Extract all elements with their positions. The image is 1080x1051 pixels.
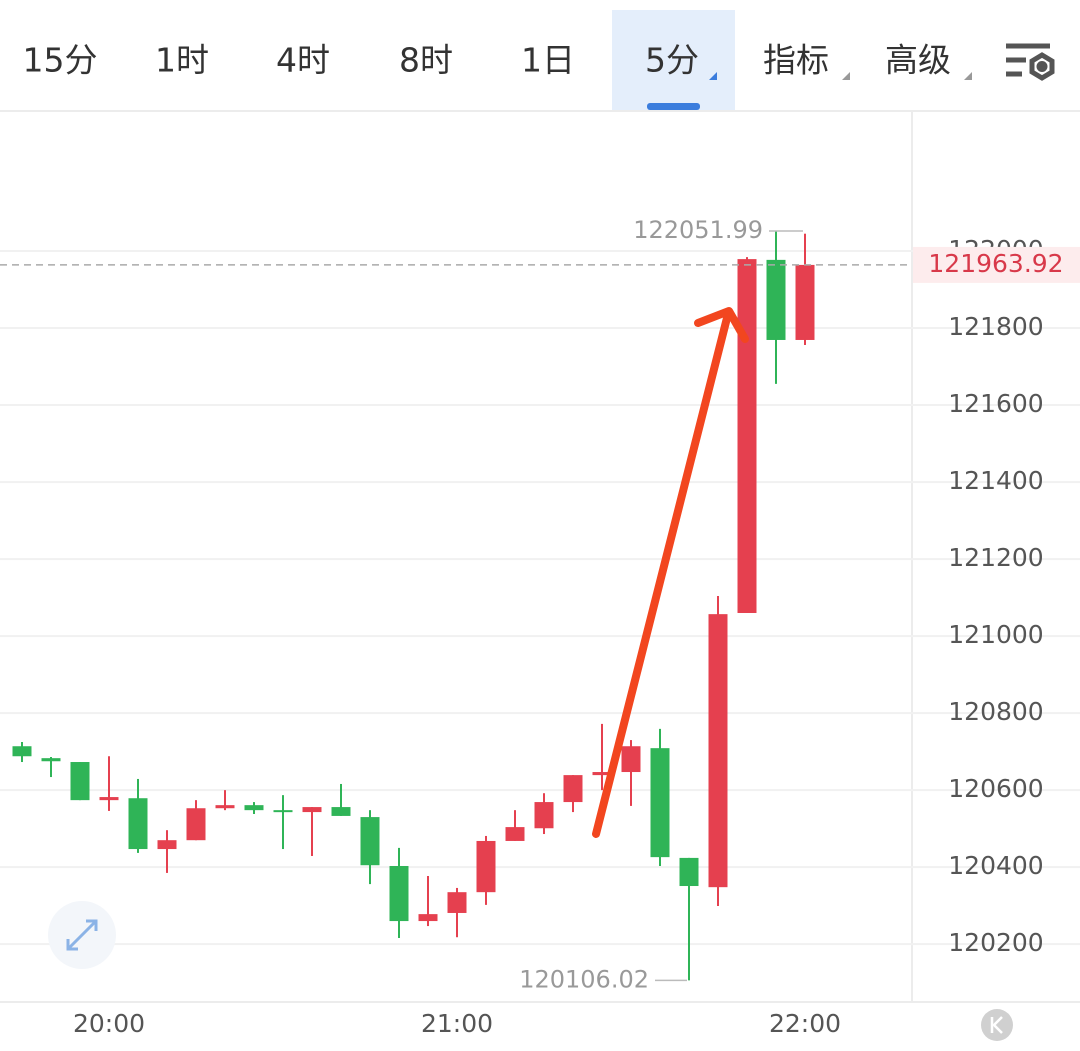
candle-body	[273, 810, 293, 813]
tab[interactable]: 指标	[763, 41, 829, 80]
candle-body	[128, 798, 148, 850]
low-label: 120106.02	[519, 965, 649, 993]
y-tick-label: 121200	[948, 543, 1043, 572]
candle-body	[186, 808, 206, 841]
candle-body	[505, 827, 525, 841]
candle-body	[70, 762, 90, 801]
tabs: 15分 1时 4时 8时 1日 5分 指标 高级	[23, 41, 952, 80]
x-tick-label: 21:00	[421, 1009, 493, 1038]
grid: 120200 120400 120600 120800 121000 121200 1214…	[0, 235, 1080, 1038]
candle-body	[99, 797, 119, 801]
candle-body	[766, 259, 786, 340]
candle-body	[244, 805, 264, 811]
expand-button[interactable]	[48, 901, 116, 969]
tab[interactable]: 8时	[399, 41, 453, 80]
x-tick-label: 22:00	[769, 1009, 841, 1038]
y-tick-label: 120800	[948, 697, 1043, 726]
arrow-annotation	[592, 307, 749, 838]
dropdown-caret	[842, 72, 850, 80]
y-tick-label: 121600	[948, 389, 1043, 418]
y-tick-label: 121000	[948, 620, 1043, 649]
candle-body	[621, 746, 641, 773]
plot: 122051.99 120106.02 121963.92	[0, 216, 1080, 993]
candle-body	[360, 817, 380, 866]
candle-body	[41, 758, 61, 762]
candle-body	[389, 865, 409, 922]
candle-body	[302, 807, 322, 813]
scroll-latest-button[interactable]	[981, 1009, 1013, 1041]
dropdown-caret	[964, 72, 972, 80]
tab[interactable]: 5分	[645, 41, 699, 80]
candle-body	[476, 840, 496, 893]
tab[interactable]: 高级	[885, 41, 951, 80]
active-tab-indicator	[647, 103, 700, 110]
high-label: 122051.99	[633, 216, 763, 244]
candle-body	[795, 264, 815, 340]
candle-body	[331, 807, 351, 816]
y-tick-label: 120200	[948, 928, 1043, 957]
y-tick-label: 120600	[948, 774, 1043, 803]
x-tick-label: 20:00	[73, 1009, 145, 1038]
candle-body	[592, 772, 612, 776]
candle-body	[708, 614, 728, 888]
candle-body	[737, 259, 757, 613]
candle-body	[650, 748, 670, 858]
y-tick-label: 121400	[948, 466, 1043, 495]
candle-body	[679, 857, 699, 887]
candle-body	[12, 746, 32, 757]
last-price-box	[913, 246, 1080, 283]
tab[interactable]: 1日	[521, 41, 575, 80]
settings-icon[interactable]	[1006, 43, 1055, 81]
candle-body	[418, 914, 438, 922]
candle-body	[563, 775, 583, 803]
y-tick-label: 120400	[948, 851, 1043, 880]
dropdown-caret	[709, 72, 717, 80]
y-tick-label: 121800	[948, 312, 1043, 341]
candle-body	[157, 840, 177, 850]
tab[interactable]: 15分	[23, 41, 98, 80]
tab[interactable]: 1时	[155, 41, 209, 80]
candle-body	[534, 802, 554, 829]
candle-body	[215, 805, 235, 809]
tab[interactable]: 4时	[276, 41, 330, 80]
active-tab-bg	[612, 10, 735, 110]
last-price-label: 121963.92	[928, 249, 1063, 278]
candle-body	[447, 892, 467, 913]
